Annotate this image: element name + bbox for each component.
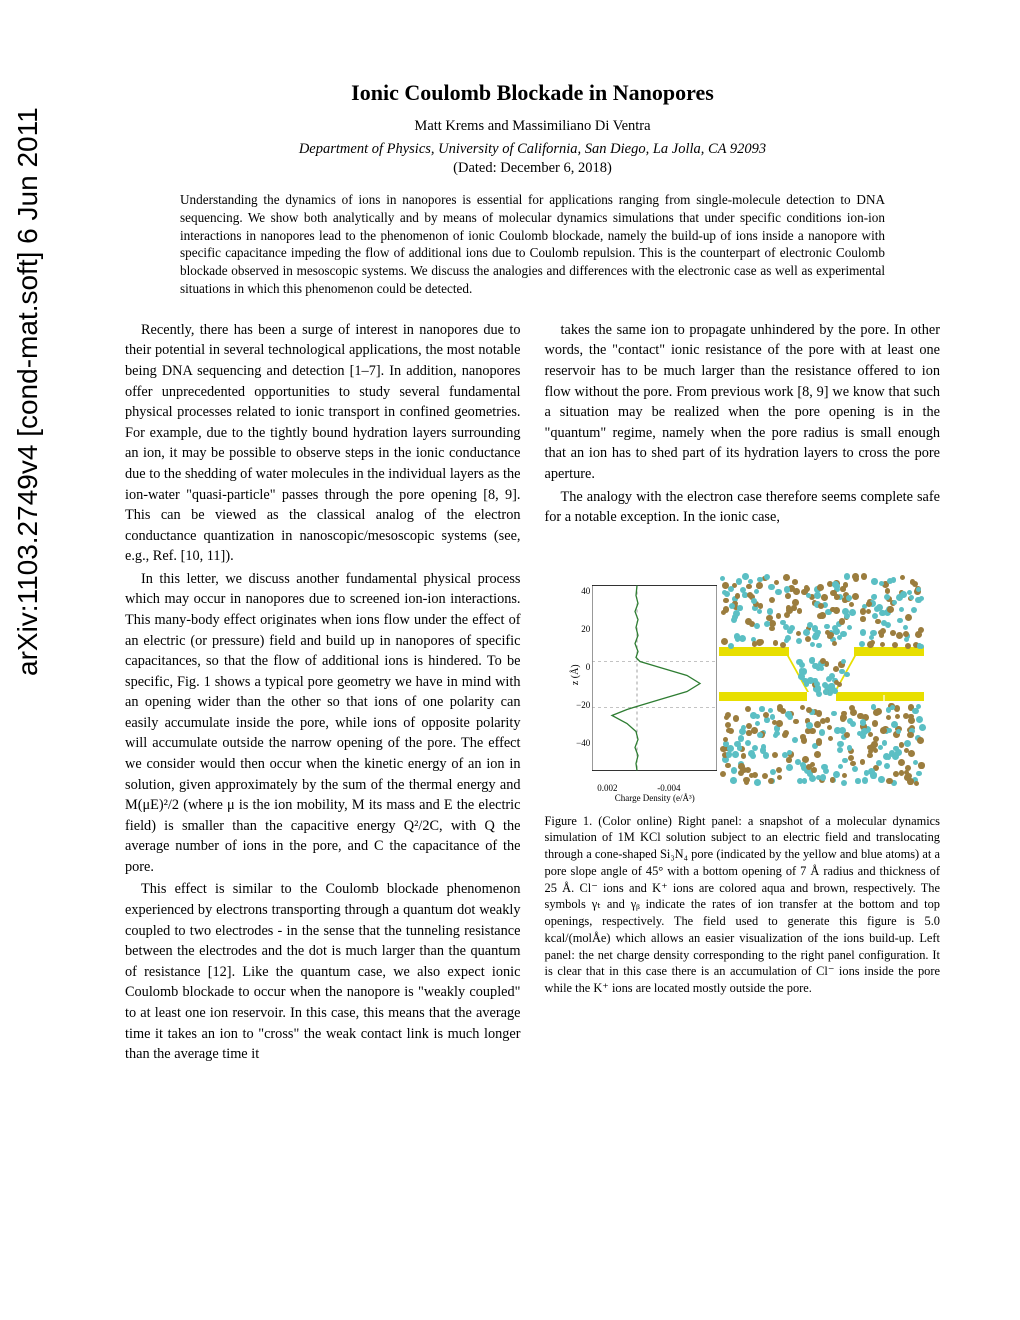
page-content: Ionic Coulomb Blockade in Nanopores Matt… <box>0 0 1020 1107</box>
paper-affiliation: Department of Physics, University of Cal… <box>125 141 940 158</box>
paragraph: takes the same ion to propagate unhinder… <box>545 320 941 485</box>
paper-date: (Dated: December 6, 2018) <box>125 160 940 177</box>
figure-caption: Figure 1. (Color online) Right panel: a … <box>545 813 941 997</box>
figure-image: z (Å) 40 20 0 −20 −40 0.002 -0.004 Charg… <box>545 566 941 791</box>
ytick: 40 <box>574 585 590 598</box>
ytick: −20 <box>574 699 590 712</box>
paper-authors: Matt Krems and Massimiliano Di Ventra <box>125 118 940 135</box>
ytick: 0 <box>574 661 590 674</box>
charge-density-chart: z (Å) 40 20 0 −20 −40 0.002 -0.004 Charg… <box>592 573 717 783</box>
ytick: 20 <box>574 623 590 636</box>
two-column-layout: Recently, there has been a surge of inte… <box>125 320 940 1067</box>
chart-svg <box>592 573 717 783</box>
paragraph: This effect is similar to the Coulomb bl… <box>125 879 521 1064</box>
paper-abstract: Understanding the dynamics of ions in na… <box>180 191 885 298</box>
right-column: takes the same ion to propagate unhinder… <box>545 320 941 1067</box>
left-column: Recently, there has been a surge of inte… <box>125 320 521 1067</box>
figure-1: z (Å) 40 20 0 −20 −40 0.002 -0.004 Charg… <box>545 566 941 997</box>
chart-xlabel: Charge Density (e/Å³) <box>592 792 717 805</box>
paragraph: Recently, there has been a surge of inte… <box>125 320 521 567</box>
arxiv-identifier: arXiv:1103.2749v4 [cond-mat.soft] 6 Jun … <box>12 107 44 676</box>
md-simulation-snapshot: γt γb E <box>719 573 924 783</box>
paragraph: In this letter, we discuss another funda… <box>125 569 521 878</box>
paragraph: The analogy with the electron case there… <box>545 487 941 528</box>
gamma-t-label: γt <box>887 661 895 678</box>
ytick: −40 <box>574 737 590 750</box>
paper-title: Ionic Coulomb Blockade in Nanopores <box>125 80 940 106</box>
